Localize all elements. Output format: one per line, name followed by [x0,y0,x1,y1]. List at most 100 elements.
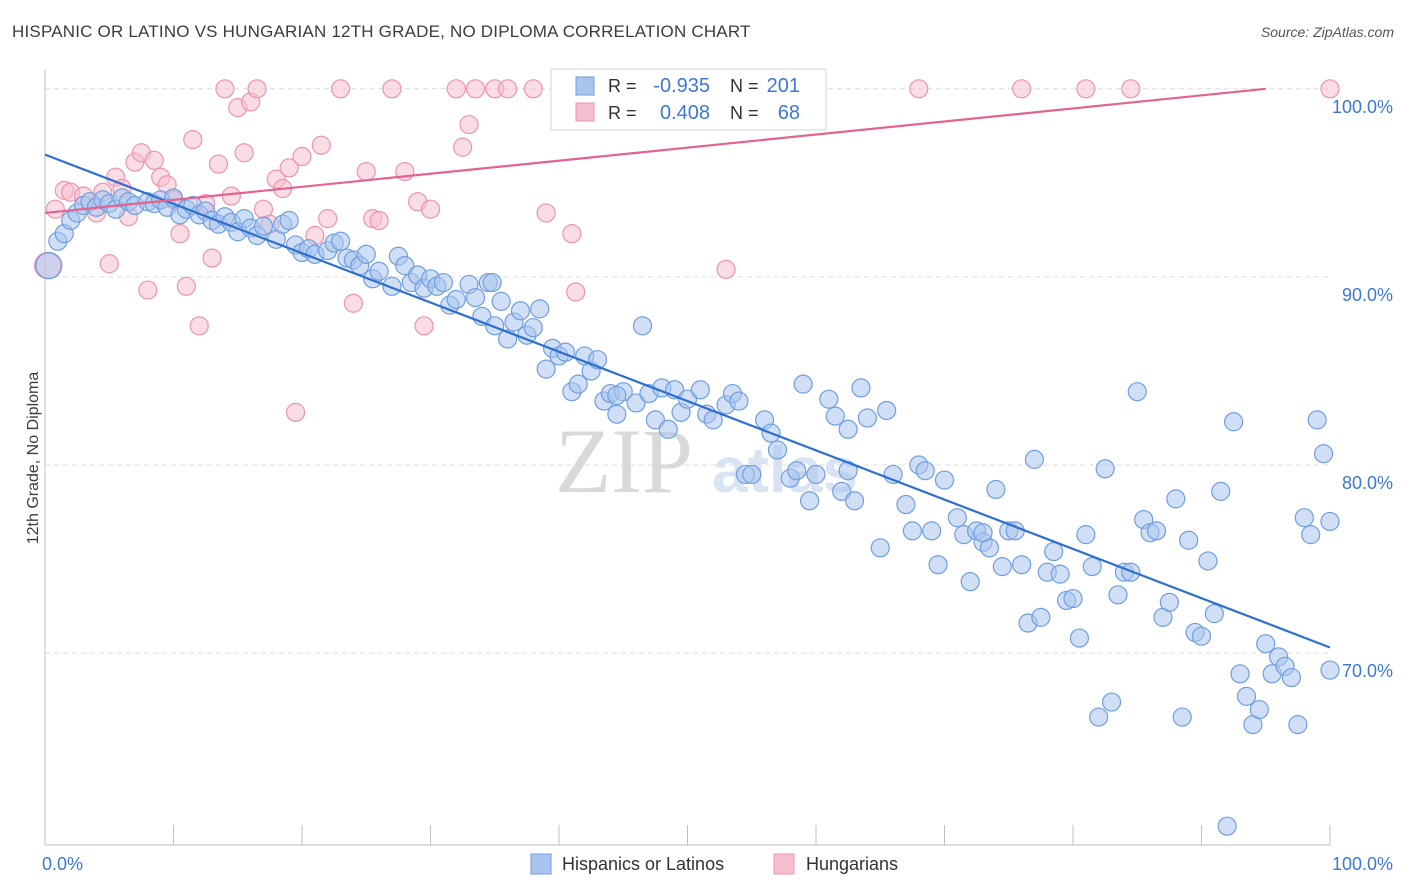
hispanics-point [645,410,665,430]
hungarians-point [459,114,479,135]
hispanics-point [1288,715,1308,735]
hispanics-point [1172,707,1192,727]
y-axis-label: 12th Grade, No Diploma [25,372,42,545]
hispanics-point [1191,626,1212,646]
hungarians-point [562,224,582,244]
hispanics-point [446,289,466,310]
hungarians-point [221,186,241,206]
hispanics-point [1127,382,1147,402]
stats-swatch-blue [575,76,595,96]
hungarians-point [183,129,203,150]
hispanics-point [870,538,890,558]
hispanics-point [1050,564,1070,584]
hispanics-point [536,359,556,379]
hungarians-point [453,137,473,157]
hispanics-point [1146,521,1167,541]
hungarians-point [1076,79,1096,99]
hispanics-point [1281,667,1302,688]
hispanics-point [922,521,942,541]
hispanics-point [1320,511,1340,532]
hispanics-point [838,419,858,439]
hungarians-point [909,79,929,99]
axes [44,70,1331,846]
legend-label-hungarians: Hungarians [806,854,898,874]
hungarians-point [343,293,363,313]
hispanics-point [767,440,788,460]
hispanics-point [1044,541,1064,562]
stats-r-value-2: 0.408 [660,102,710,124]
hispanics-point [510,301,531,321]
hispanics-point [947,508,967,528]
hungarians-point [356,161,376,182]
hispanics-point [928,555,948,575]
hispanics-point [825,406,845,426]
hungarians-point [414,316,434,336]
hispanics-point [1236,686,1257,706]
hungarians-point [202,248,222,268]
hispanics-point [1224,412,1244,432]
hungarians-point [446,79,466,99]
stats-n-value-1: 201 [767,75,800,97]
hispanics-point [1313,444,1334,464]
hungarians-point [382,79,402,99]
hungarians-point [465,79,486,99]
hispanics-point [1179,530,1199,550]
y-tick-labels: 70.0% 80.0% 90.0% 100.0% [1332,97,1393,681]
hispanics-point [1069,628,1090,648]
hungarians-point [279,158,299,178]
hispanics-point [1204,604,1224,624]
hungarians-point [311,135,331,155]
hispanics-point [369,261,389,281]
hungarians-point [215,79,235,99]
hungarians-point [1320,79,1340,99]
hispanics-point [1249,699,1269,720]
hispanics-point [934,470,955,490]
hispanics-point [607,404,627,424]
hispanics-point [877,400,897,421]
hispanics-point [902,521,922,541]
hispanics-point [1089,707,1109,727]
hispanics-point [607,385,627,406]
hispanics-point [1063,588,1083,609]
hungarians-point [1011,79,1032,99]
hispanics-point [1024,449,1045,469]
hispanics-point [530,299,550,319]
hispanics-point [1166,489,1186,509]
hispanics-point [992,557,1012,577]
hispanics-point [690,380,710,400]
hispanics-point [819,389,839,409]
stats-r-value-1: -0.935 [653,75,710,97]
hispanics-point [465,288,486,308]
hungarians-point [716,259,736,279]
hispanics-point [491,291,511,311]
hungarians-point [285,402,306,422]
legend: Hispanics or Latinos Hungarians [530,853,898,875]
hispanics-point [568,374,588,394]
hispanics-trendline [44,153,1331,649]
hispanics-point [986,479,1006,500]
stats-r-label-2: R = [608,103,637,123]
hungarians-point [176,276,196,296]
stats-n-label-1: N = [730,76,759,96]
hungarians-point [369,210,389,231]
hispanics-point [1095,459,1115,479]
hungarians-point [292,146,312,167]
hispanics-point [1159,592,1179,612]
hispanics-point [482,272,502,293]
hispanics-point [433,272,453,293]
stats-box-frame [550,68,827,131]
hispanics-point [832,481,852,501]
y-tick-label-100: 100.0% [1332,97,1393,117]
hispanics-point [632,316,653,336]
x-tick-label-0: 0.0% [42,854,83,874]
hungarians-point [99,254,119,274]
hungarians-point [1121,79,1141,99]
hungarians-point [170,224,190,244]
hungarians-point [247,79,267,99]
hispanics-point [857,408,878,428]
hispanics-point [1076,525,1096,545]
source-label: Source: ZipAtlas.com [1260,24,1394,40]
legend-swatch-hispanics [530,853,552,875]
hispanics-point [1301,525,1321,545]
